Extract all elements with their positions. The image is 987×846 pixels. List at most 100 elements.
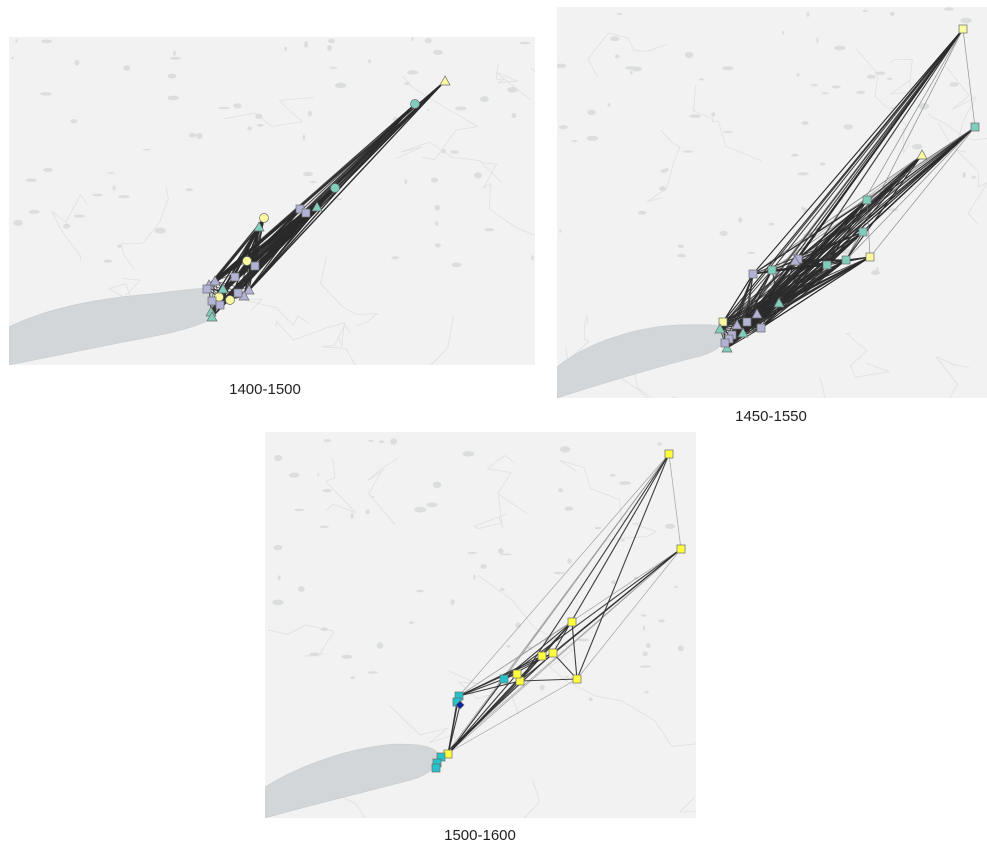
small-lake — [711, 112, 716, 117]
road-line — [819, 377, 826, 398]
road-line — [530, 67, 535, 72]
road-line — [611, 372, 677, 398]
small-lake — [646, 643, 651, 649]
network-edge — [826, 199, 868, 266]
small-lake — [426, 109, 430, 111]
small-lake — [455, 106, 467, 111]
network-edge — [760, 259, 847, 329]
road-line — [495, 63, 531, 100]
lake-ontario — [265, 743, 439, 818]
site-node-square — [767, 265, 777, 275]
small-lake — [684, 51, 694, 59]
network-edge — [458, 680, 521, 697]
small-lake — [664, 168, 669, 172]
small-lake — [689, 114, 701, 118]
network-edge — [503, 548, 682, 680]
site-node-triangle — [773, 297, 785, 308]
network-edge — [771, 28, 964, 271]
small-lake — [640, 614, 647, 617]
site-node-square — [756, 323, 766, 333]
small-lake — [185, 188, 194, 192]
road-line — [693, 85, 762, 162]
network-edge — [552, 548, 682, 654]
small-lake — [949, 82, 959, 87]
small-lake — [637, 210, 647, 215]
small-lake — [42, 168, 53, 172]
small-lake — [642, 651, 648, 657]
small-lake — [304, 41, 309, 48]
road-line — [473, 492, 507, 530]
small-lake — [473, 574, 476, 580]
network-edge — [866, 199, 871, 258]
network-edge — [722, 273, 754, 323]
small-lake — [142, 148, 152, 151]
small-lake — [154, 227, 166, 234]
caption-1500-1600: 1500-1600 — [444, 827, 516, 844]
site-node-square — [202, 284, 212, 294]
small-lake — [73, 214, 85, 218]
small-lake — [500, 553, 512, 556]
site-node-circle — [330, 183, 340, 193]
small-lake — [625, 66, 637, 70]
site-node-square — [858, 227, 868, 237]
small-lake — [553, 571, 565, 575]
network-edge — [254, 208, 301, 267]
small-lake — [451, 262, 462, 268]
small-lake — [876, 267, 879, 271]
small-lake — [564, 506, 574, 511]
network-edge — [206, 212, 307, 290]
small-lake — [642, 625, 646, 631]
small-lake — [480, 96, 489, 103]
caption-1400-1500: 1400-1500 — [229, 381, 301, 398]
small-lake — [365, 509, 370, 515]
network-edge — [778, 154, 923, 304]
network-edge — [752, 199, 868, 275]
road-line — [242, 298, 309, 326]
small-lake — [821, 92, 829, 95]
small-lake — [218, 107, 230, 109]
small-lake — [657, 442, 662, 446]
site-node-triangle — [737, 327, 749, 338]
network-edge — [571, 621, 578, 680]
small-lake — [962, 172, 966, 179]
road-line — [51, 194, 88, 261]
site-node-square — [822, 260, 832, 270]
small-lake — [519, 41, 531, 45]
road-line — [388, 704, 459, 750]
small-lake — [334, 82, 347, 89]
small-lake — [816, 37, 819, 44]
network-edge — [869, 126, 976, 258]
small-lake — [659, 186, 667, 192]
small-lake — [480, 564, 487, 569]
small-lake — [118, 195, 130, 199]
small-lake — [843, 124, 853, 130]
small-lake — [611, 580, 616, 585]
network-edge — [866, 126, 976, 201]
small-lake — [819, 162, 826, 166]
road-line — [324, 458, 357, 514]
network-edge — [760, 258, 799, 329]
site-node-triangle — [311, 201, 323, 212]
small-lake — [658, 619, 665, 623]
network-edge — [797, 199, 868, 260]
small-lake — [889, 11, 895, 16]
network-map-1400-1500 — [9, 37, 535, 365]
small-lake — [560, 446, 571, 453]
road-line — [367, 458, 399, 525]
site-node-triangle — [206, 311, 218, 322]
network-edge — [797, 258, 847, 261]
small-lake — [588, 697, 593, 701]
small-lake — [408, 621, 415, 625]
network-edge — [519, 453, 670, 682]
small-lake — [256, 123, 264, 127]
small-lake — [25, 178, 37, 182]
network-edge — [728, 302, 780, 340]
small-lake — [768, 222, 775, 226]
road-line — [523, 779, 541, 818]
small-lake — [619, 481, 631, 485]
lake-ontario — [9, 288, 215, 365]
small-lake — [302, 134, 306, 141]
road-line — [587, 32, 668, 78]
site-node-circle — [225, 295, 235, 305]
small-lake — [432, 481, 442, 488]
